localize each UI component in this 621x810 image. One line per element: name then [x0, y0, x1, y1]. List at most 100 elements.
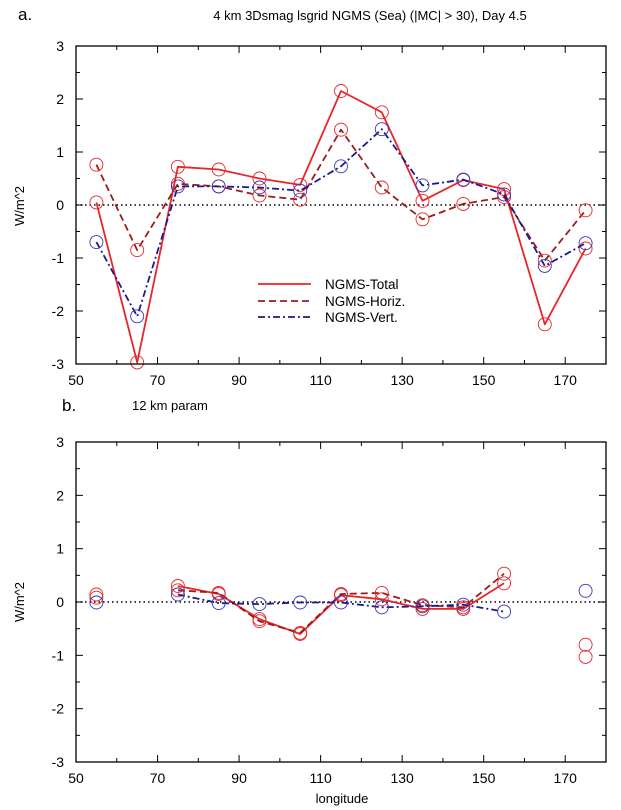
panel-a-x-tick-label: 150	[472, 372, 496, 388]
panel-b-x-tick-label: 90	[231, 770, 247, 786]
panel-a-vert-point	[415, 178, 430, 193]
panel-a-vert-point	[252, 180, 267, 195]
panel-b-x-tick-label: 50	[68, 770, 84, 786]
panel-a-total-point	[170, 159, 185, 174]
panel-b-horiz-point	[170, 583, 185, 598]
panel-b-horiz-point	[293, 625, 308, 640]
panel-b-total-point	[170, 579, 185, 593]
panel-a-vert-point	[497, 187, 512, 202]
panel-a-vert-point	[456, 172, 471, 187]
panel-a-total-point	[578, 241, 593, 256]
panel-a-total-point	[130, 355, 145, 370]
panel-a-x-tick-label: 170	[554, 372, 578, 388]
panel-a-vert-point	[130, 309, 145, 324]
panel-b-y-tick-label: -3	[52, 754, 65, 770]
panel-a: a. 4 km 3Dsmag lsgrid NGMS (Sea) (|MC| >…	[12, 5, 607, 388]
panel-b-horiz-point	[334, 587, 348, 601]
panel-b-vert-point	[293, 595, 308, 610]
panel-a-total-point	[211, 162, 226, 177]
panel-b-horiz-point	[89, 590, 104, 605]
panel-a-vert-point	[211, 179, 226, 194]
panel-a-horiz-point	[170, 176, 185, 191]
panel-a-vert-point	[578, 236, 593, 251]
panel-b-x-tick-label: 110	[309, 770, 332, 786]
panel-b-y-tick-label: 0	[56, 594, 64, 610]
panel-b-vert-point	[578, 583, 593, 598]
panel-b: b. 12 km param W/m^2 longitude 50 70 90 110…	[12, 396, 607, 806]
panel-a-total-point	[415, 193, 430, 208]
panel-b-y-tick-label: 3	[56, 434, 64, 450]
panel-b-vert-point	[252, 597, 267, 612]
panel-a-horiz-line	[95, 128, 587, 262]
panel-b-y-tick-label: 1	[56, 541, 64, 557]
panel-b-vert-point	[374, 600, 389, 615]
panel-a-y-tick-label: -1	[52, 250, 65, 266]
panel-b-x-axis-label: longitude	[316, 791, 369, 806]
panel-a-horiz-point	[252, 188, 267, 203]
panel-b-horiz-point	[374, 585, 389, 600]
panel-b-y-axis-label: W/m^2	[12, 582, 27, 622]
panel-b-total-point	[415, 601, 430, 616]
panel-b-x-tick-label: 150	[472, 770, 496, 786]
panel-a-x-tick-label: 50	[68, 372, 84, 388]
panel-a-legend: NGMS-Total NGMS-Horiz. NGMS-Vert.	[258, 277, 405, 325]
panel-b-vert-point	[334, 595, 348, 610]
panel-a-vert-point	[374, 122, 389, 137]
panel-a-vert-point	[537, 258, 552, 273]
panel-b-vert-point	[456, 597, 471, 612]
panel-b-x-tick-label: 170	[554, 770, 578, 786]
panel-a-y-tick-label: -2	[52, 303, 65, 319]
panel-a-horiz-point	[415, 212, 430, 227]
panel-a-y-axis-label: W/m^2	[12, 186, 27, 226]
legend-vert-label: NGMS-Vert.	[325, 310, 398, 325]
panel-a-plot: 50 70 90 110 130 150 170 -3 -2 -1 0 1 2 3	[52, 38, 607, 388]
panel-b-y-tick-label: 2	[56, 487, 64, 503]
panel-a-vert-point	[89, 235, 104, 250]
panel-a-y-tick-label: -3	[52, 356, 65, 372]
panel-a-horiz-point	[293, 192, 308, 207]
panel-a-horiz-point	[374, 180, 389, 195]
panel-a-total-point	[334, 84, 348, 98]
panel-a-horiz-point	[578, 203, 593, 218]
panel-b-vert-point	[415, 599, 430, 614]
panel-a-vert-point	[334, 159, 348, 174]
panel-a-x-tick-label: 130	[390, 372, 414, 388]
panel-b-total-point	[89, 587, 104, 602]
panel-a-x-tick-label: 70	[150, 372, 166, 388]
panel-a-vert-line	[95, 128, 587, 318]
panel-b-x-tick-label: 70	[150, 770, 166, 786]
panel-b-y-tick-label: -1	[52, 647, 65, 663]
panel-b-horiz-point	[497, 566, 512, 581]
panel-b-horiz-line	[177, 573, 505, 634]
panel-a-x-tick-label: 110	[309, 372, 332, 388]
panel-a-total-line	[95, 90, 587, 364]
panel-b-plot: 50 70 90 110 130 150 170 -3 -2 -1 0 1 2 3	[52, 434, 607, 786]
panel-a-total-point	[374, 105, 389, 120]
panel-a-y-tick-label: 3	[56, 38, 64, 54]
panel-a-vert-point	[293, 183, 308, 198]
panel-a-vert-point	[170, 179, 185, 194]
panel-b-horiz-point	[211, 585, 226, 600]
panel-a-total-point	[89, 195, 104, 210]
legend-total-label: NGMS-Total	[325, 277, 399, 292]
panel-a-title: 4 km 3Dsmag lsgrid NGMS (Sea) (|MC| > 30…	[213, 8, 526, 23]
panel-b-vert-point	[211, 596, 226, 611]
panel-b-vert-point	[497, 604, 512, 619]
panel-b-horiz-point	[456, 600, 471, 615]
panel-b-total-point	[374, 592, 389, 607]
panel-b-title: 12 km param	[132, 398, 208, 413]
panel-b-x-tick-label: 130	[390, 770, 414, 786]
panel-a-y-tick-label: 2	[56, 91, 64, 107]
panel-a-horiz-point	[456, 196, 471, 211]
panel-a-horiz-point	[537, 253, 552, 268]
panel-b-letter: b.	[62, 396, 76, 415]
panel-a-horiz-point	[130, 243, 145, 258]
panel-a-y-tick-label: 0	[56, 197, 64, 213]
panel-a-total-point	[293, 177, 308, 192]
panel-b-horiz-point	[578, 649, 593, 664]
panel-b-horiz-point	[252, 614, 267, 629]
panel-a-horiz-point	[497, 190, 512, 204]
panel-b-vert-line	[177, 593, 505, 613]
panel-b-total-point	[578, 637, 593, 652]
